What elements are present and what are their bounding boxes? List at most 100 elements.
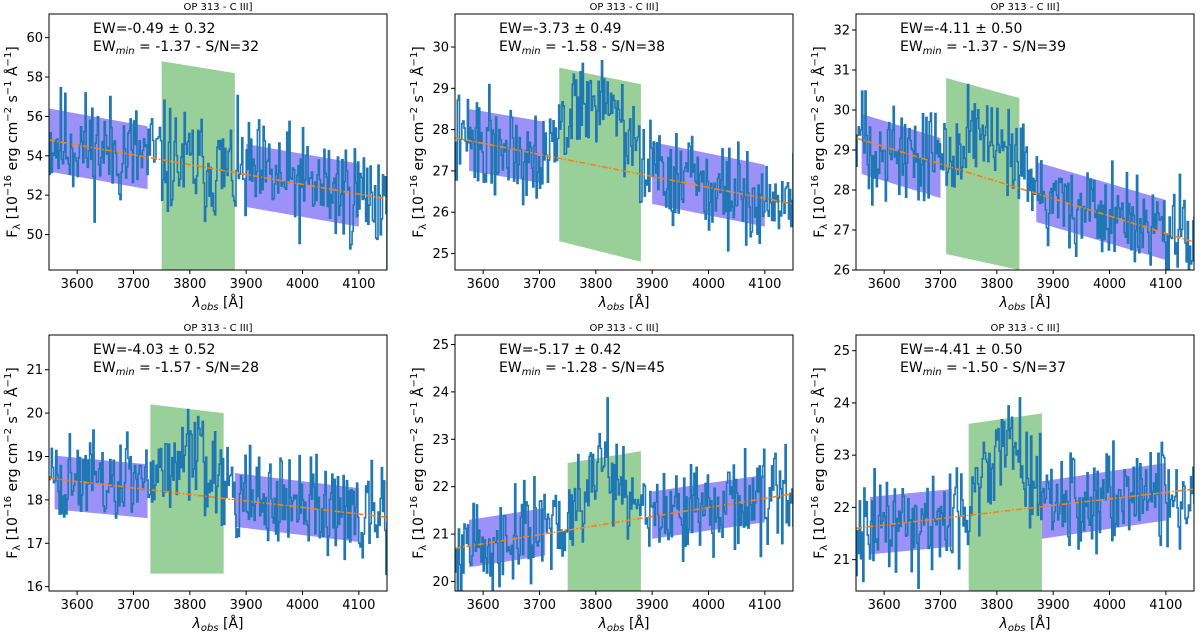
text-part: −1	[3, 373, 14, 388]
x-tick-label: 3600	[467, 598, 500, 613]
text-part: s	[5, 95, 21, 107]
text-part: erg cm	[411, 122, 427, 175]
text-part: erg cm	[5, 122, 21, 175]
x-axis-label: λobs [Å]	[999, 615, 1051, 634]
axes-frame	[48, 334, 388, 592]
plot-area	[856, 78, 1194, 270]
text-part: λ	[12, 224, 23, 230]
y-axis-label: Fλ [10−16 erg cm−2 s−1 Å−1]	[810, 46, 830, 238]
text-part: −1	[810, 52, 821, 67]
y-tick-label: 31	[833, 64, 850, 79]
line-window	[968, 413, 1042, 591]
text-part: Å	[410, 66, 427, 80]
text-part: = -1.58 - S/N=38	[541, 39, 665, 55]
text-part: EW	[93, 360, 116, 376]
text-part: Å	[4, 387, 21, 401]
x-axis-label: λobs [Å]	[192, 294, 244, 313]
y-tick-label: 20	[26, 407, 43, 422]
text-part: ]	[411, 367, 427, 372]
ew-min-annotation: EWmin = -1.58 - S/N=38	[499, 39, 665, 57]
x-tick-label: 3800	[173, 598, 206, 613]
text-part: [Å]	[625, 615, 650, 632]
text-part: λ	[12, 545, 23, 551]
text-part: obs	[607, 302, 625, 313]
y-tick-label: 21	[26, 363, 43, 378]
y-tick-label: 54	[26, 149, 43, 164]
panel-title: OP 313 - C III]	[589, 323, 658, 334]
spectrum-line	[856, 83, 1194, 270]
text-part: [Å]	[1026, 615, 1051, 632]
text-part: λ	[598, 295, 607, 311]
ew-min-annotation: EWmin = -1.57 - S/N=28	[93, 360, 259, 378]
text-part: EW=	[900, 342, 934, 358]
axes-frame	[855, 334, 1195, 592]
x-tick-label: 4000	[286, 598, 319, 613]
ew-annotation: EW=-4.03 ± 0.52	[93, 342, 215, 358]
x-tick-label: 4100	[342, 598, 375, 613]
y-tick-label: 19	[26, 450, 43, 465]
text-part: −1	[810, 80, 821, 95]
axes-frame	[454, 334, 794, 592]
y-tick-label: 27	[432, 164, 449, 179]
text-part: Å	[811, 66, 828, 80]
panel-3: 3600 3700 3800 3900 4000 4100 26 27 28 29 30 31 32 OP…	[810, 2, 1195, 313]
text-part: −1	[810, 373, 821, 388]
y-tick-label: 23	[833, 449, 850, 464]
text-part: = -1.57 - S/N=28	[135, 360, 259, 376]
text-part: [10	[411, 517, 427, 545]
panel-1: 3600 3700 3800 3900 4000 4100 50 52 54 56 58 60 OP 3…	[3, 2, 388, 313]
y-tick-label: 29	[432, 82, 449, 97]
text-part: -0.49 ± 0.32	[127, 21, 215, 37]
text-part: −2	[409, 107, 420, 122]
y-tick-label: 32	[833, 24, 850, 39]
text-part: -5.17 ± 0.42	[533, 342, 621, 358]
text-part: −1	[409, 373, 420, 388]
x-tick-label: 3700	[523, 277, 556, 292]
y-tick-label: 28	[432, 123, 449, 138]
text-part: min	[522, 367, 541, 378]
text-part: −16	[810, 496, 821, 517]
plot-area	[49, 404, 387, 576]
text-part: −2	[3, 428, 14, 443]
text-part: s	[411, 95, 427, 107]
text-part: = -1.37 - S/N=39	[942, 39, 1066, 55]
x-tick-label: 4000	[692, 277, 725, 292]
ew-annotation: EW=-4.41 ± 0.50	[900, 342, 1022, 358]
x-tick-label: 3900	[636, 598, 669, 613]
x-tick-label: 3900	[636, 277, 669, 292]
text-part: ]	[812, 46, 828, 51]
text-part: Å	[410, 387, 427, 401]
x-tick-label: 3600	[61, 277, 94, 292]
panel-title: OP 313 - C III]	[183, 2, 252, 13]
text-part: −1	[3, 401, 14, 416]
x-tick-label: 3700	[924, 598, 957, 613]
ew-annotation: EW=-4.11 ± 0.50	[900, 21, 1022, 37]
y-tick-label: 21	[432, 528, 449, 543]
x-axis-label: λobs [Å]	[192, 615, 244, 634]
x-tick-label: 3600	[868, 598, 901, 613]
x-tick-label: 4100	[748, 598, 781, 613]
text-part: s	[5, 416, 21, 428]
y-tick-label: 56	[26, 110, 43, 125]
y-axis-label: Fλ [10−16 erg cm−2 s−1 Å−1]	[3, 46, 23, 238]
text-part: min	[923, 367, 942, 378]
x-axis-label: λobs [Å]	[598, 615, 650, 634]
y-tick-label: 29	[833, 144, 850, 159]
y-axis-label: Fλ [10−16 erg cm−2 s−1 Å−1]	[810, 367, 830, 559]
y-tick-label: 25	[432, 338, 449, 353]
text-part: λ	[819, 545, 830, 551]
text-part: ]	[812, 367, 828, 372]
panel-title: OP 313 - C III]	[990, 2, 1059, 13]
ew-annotation: EW=-5.17 ± 0.42	[499, 342, 621, 358]
x-tick-label: 3800	[980, 598, 1013, 613]
plot-area	[455, 60, 793, 262]
text-part: −16	[810, 175, 821, 196]
y-tick-label: 25	[833, 344, 850, 359]
text-part: erg cm	[812, 443, 828, 496]
text-part: ]	[411, 46, 427, 51]
text-part: obs	[201, 623, 219, 634]
text-part: EW	[93, 39, 116, 55]
y-tick-label: 25	[432, 247, 449, 262]
x-tick-label: 3900	[230, 277, 263, 292]
x-tick-label: 3800	[579, 598, 612, 613]
